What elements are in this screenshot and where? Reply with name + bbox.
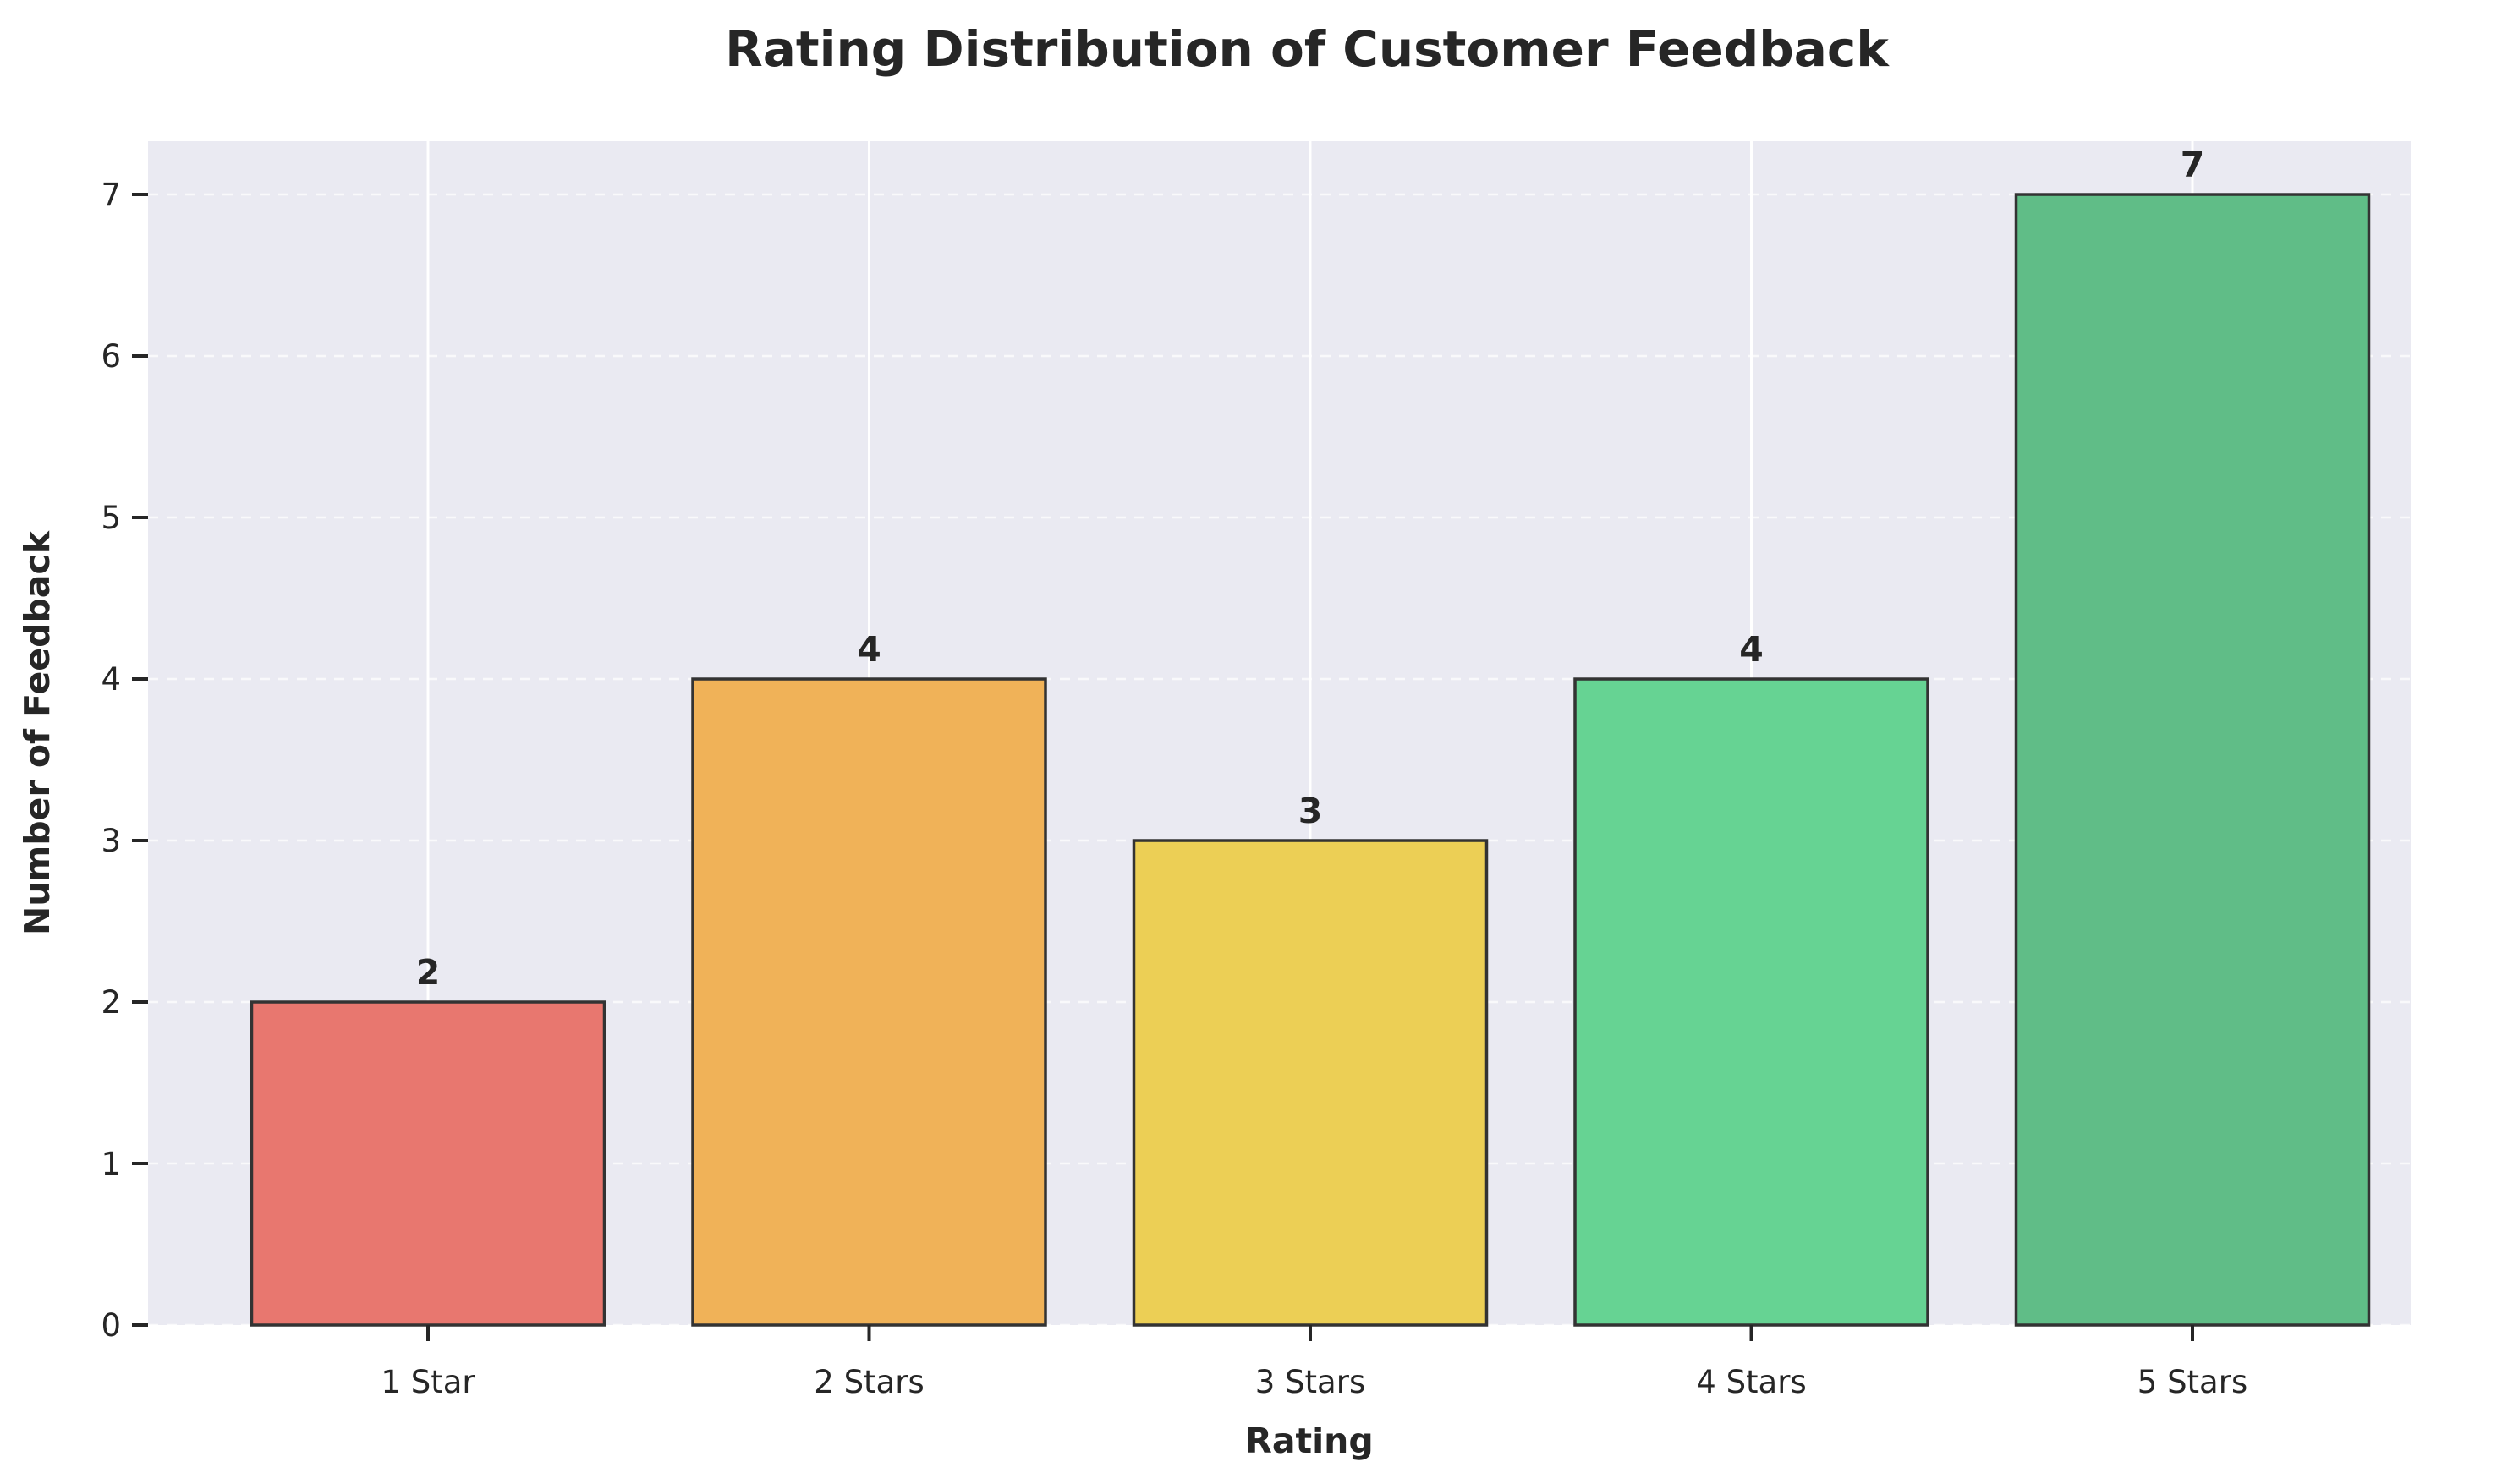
bar <box>250 1000 606 1327</box>
chart-title: Rating Distribution of Customer Feedback <box>725 20 1890 78</box>
x-axis-label: Rating <box>1245 1421 1373 1461</box>
y-tick-label: 4 <box>101 661 121 698</box>
x-tick-label: 2 Stars <box>814 1364 924 1400</box>
x-axis: 1 Star 2 Stars 3 Stars 4 Stars 5 Stars <box>381 1325 2247 1400</box>
bar-value-label: 2 <box>416 952 441 993</box>
bar-value-label: 4 <box>857 629 881 670</box>
bar <box>1573 677 1929 1327</box>
bar <box>691 677 1047 1327</box>
bars <box>250 193 2371 1327</box>
y-tick-label: 5 <box>101 500 121 536</box>
y-tick-label: 2 <box>101 984 121 1021</box>
bar-value-label: 7 <box>2181 145 2205 185</box>
x-tick-label: 3 Stars <box>1255 1364 1365 1400</box>
y-tick-label: 7 <box>101 177 121 213</box>
bar-value-label: 3 <box>1298 791 1323 831</box>
x-tick-label: 1 Star <box>381 1364 475 1400</box>
y-axis-label: Number of Feedback <box>17 529 58 935</box>
x-tick-label: 5 Stars <box>2138 1364 2247 1400</box>
y-tick-label: 0 <box>101 1307 121 1344</box>
bar-value-label: 4 <box>1739 629 1764 670</box>
y-tick-label: 3 <box>101 823 121 859</box>
data-labels: 2 4 3 4 7 <box>416 145 2205 993</box>
bar <box>1132 839 1489 1327</box>
y-tick-label: 1 <box>101 1146 121 1182</box>
y-tick-label: 6 <box>101 338 121 375</box>
bar <box>2014 193 2371 1327</box>
y-axis: 0 1 2 3 4 5 6 7 <box>101 177 148 1344</box>
x-tick-label: 4 Stars <box>1696 1364 1806 1400</box>
